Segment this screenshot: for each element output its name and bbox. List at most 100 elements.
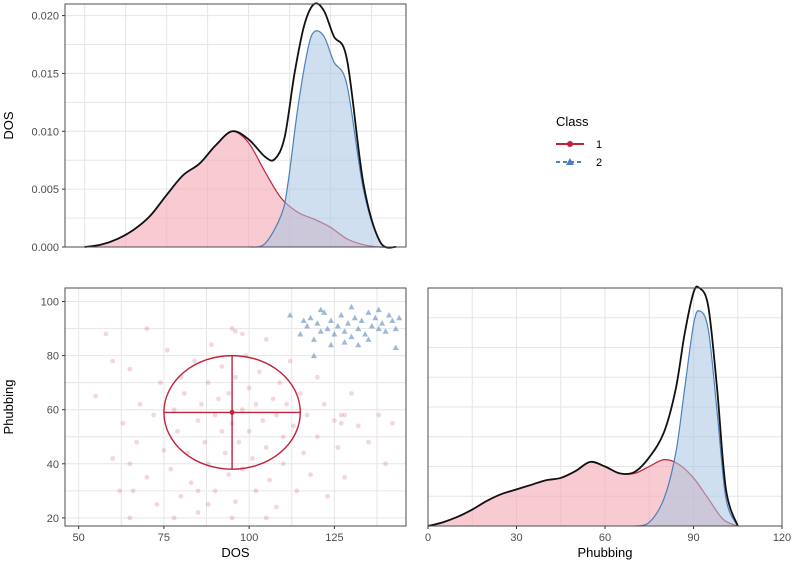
- scatter-point-class-2: [348, 303, 355, 310]
- scatter-point-class-1: [349, 391, 354, 396]
- scatter-point-class-2: [348, 333, 355, 340]
- scatter-point-class-1: [314, 374, 320, 380]
- scatter-point-class-1: [222, 450, 228, 456]
- scatter-point-class-2: [379, 320, 386, 326]
- scatter-point-class-2: [385, 312, 392, 318]
- scatter-point-class-1: [297, 391, 303, 396]
- scatter-point-class-1: [383, 461, 388, 467]
- density-line-total: [427, 285, 739, 527]
- scatter-point-class-2: [317, 306, 324, 313]
- scatter-point-class-1: [253, 488, 259, 494]
- scatter-point-class-1: [226, 391, 232, 396]
- panel-background: [65, 288, 406, 526]
- scatter-point-class-1: [212, 488, 218, 494]
- scatter-point-class-1: [287, 358, 293, 364]
- scatter-point-class-1: [246, 385, 252, 391]
- panel-top-left: 0.000 0.005 0.010 0.015 0.020 DOS: [1, 2, 407, 254]
- scatter-point-class-1: [280, 434, 286, 440]
- scatter-point-class-1: [171, 407, 177, 413]
- scatter-point-class-2: [334, 322, 341, 329]
- scatter-point-class-1: [376, 412, 382, 418]
- scatter-point-class-2: [382, 328, 389, 334]
- scatter-point-class-1: [117, 488, 122, 494]
- scatter-point-class-2: [355, 341, 362, 348]
- y-tick-label: 20: [47, 513, 59, 525]
- scatter-point-class-1: [270, 396, 276, 402]
- scatter-point-class-2: [327, 317, 334, 323]
- legend-title: Class: [556, 114, 589, 129]
- scatter-point-class-1: [181, 391, 187, 396]
- class-1-centroid: [229, 409, 235, 415]
- scatter-point-class-1: [314, 434, 320, 440]
- scatter-point-class-1: [263, 515, 269, 521]
- x-tick-label: 75: [158, 532, 170, 544]
- scatter-point-class-2: [375, 306, 382, 313]
- scatter-point-class-1: [120, 420, 126, 426]
- scatter-point-class-1: [144, 474, 150, 480]
- scatter-point-class-1: [294, 488, 300, 494]
- scatter-point-class-2: [351, 314, 358, 321]
- density-line-class-2: [634, 310, 739, 527]
- x-axis-title: Phubbing: [578, 545, 633, 560]
- density-area-class-2: [248, 30, 397, 248]
- scatter-point-class-2: [310, 336, 317, 342]
- x-tick-label: 125: [325, 532, 343, 544]
- scatter-point-class-1: [263, 336, 269, 342]
- scatter-point-class-1: [239, 407, 245, 413]
- scatter-point-class-1: [267, 477, 272, 483]
- density-line-total: [84, 2, 397, 249]
- scatter-point-class-1: [127, 461, 133, 467]
- scatter-point-class-2: [362, 330, 369, 337]
- scatter-point-class-1: [301, 450, 307, 456]
- y-tick-label: 40: [47, 459, 59, 471]
- scatter-point-class-1: [331, 418, 337, 423]
- scatter-point-class-1: [168, 466, 174, 472]
- x-tick-label: 0: [425, 532, 431, 544]
- scatter-point-class-1: [308, 472, 313, 478]
- scatter-point-class-1: [158, 380, 163, 386]
- scatter-point-class-2: [327, 341, 334, 348]
- scatter-point-class-1: [192, 358, 197, 364]
- scatter-point-class-1: [219, 364, 225, 369]
- scatter-point-class-1: [195, 418, 201, 423]
- scatter-point-class-1: [127, 366, 133, 372]
- scatter-point-class-1: [342, 412, 348, 418]
- scatter-point-class-1: [335, 445, 341, 450]
- scatter-point-class-2: [317, 328, 324, 334]
- scatter-point-class-1: [321, 401, 327, 407]
- scatter-point-class-2: [355, 325, 362, 332]
- scatter-point-class-2: [287, 312, 294, 318]
- scatter-point-class-1: [164, 347, 170, 353]
- x-tick-label: 60: [599, 532, 611, 544]
- panel-border: [427, 287, 783, 527]
- scatter-point-class-1: [263, 445, 269, 450]
- y-tick-label: 100: [41, 297, 59, 309]
- x-tick-label: 100: [240, 532, 258, 544]
- scatter-point-class-1: [280, 461, 286, 467]
- scatter-point-class-1: [274, 504, 279, 510]
- x-tick-label: 120: [773, 532, 791, 544]
- scatter-point-class-1: [229, 326, 235, 331]
- scatter-point-class-1: [171, 515, 177, 521]
- scatter-point-class-2: [304, 322, 311, 329]
- legend-label-class-1: 1: [596, 139, 602, 151]
- scatter-point-class-1: [366, 439, 371, 445]
- scatter-point-class-2: [368, 322, 375, 329]
- scatter-point-class-1: [161, 447, 167, 453]
- scatter-point-class-1: [93, 393, 99, 399]
- scatter-point-class-2: [341, 339, 348, 345]
- scatter-point-class-1: [130, 488, 136, 494]
- legend-key-class-2-marker: [566, 158, 574, 165]
- scatter-point-class-2: [365, 309, 372, 315]
- scatter-point-class-1: [291, 423, 296, 429]
- scatter-point-class-1: [103, 331, 109, 337]
- scatter-point-class-2: [396, 314, 403, 321]
- density-area-class-1: [84, 131, 397, 248]
- scatter-point-class-2: [392, 325, 399, 332]
- scatter-point-class-1: [195, 510, 201, 515]
- scatter-point-class-1: [250, 455, 255, 461]
- scatter-point-class-1: [188, 480, 194, 486]
- scatter-point-class-1: [253, 401, 259, 407]
- scatter-point-class-1: [199, 401, 204, 407]
- scatter-point-class-1: [205, 380, 211, 386]
